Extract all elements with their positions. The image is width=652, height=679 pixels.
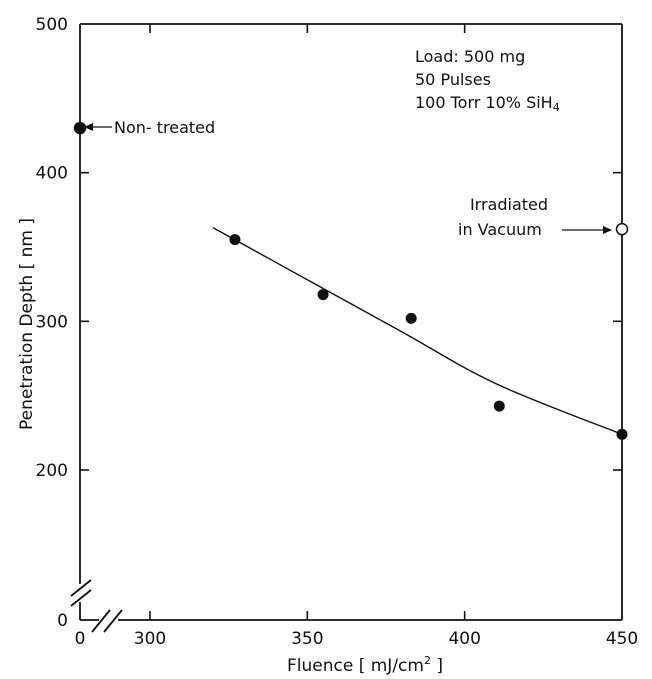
data-point [493, 400, 505, 412]
vacuum-label: Irradiated in Vacuum [458, 195, 612, 239]
y-tick-label: 0 [57, 611, 68, 631]
annotation-pulses: 50 Pulses [415, 70, 491, 89]
y-tick-label: 400 [36, 164, 68, 184]
annotation-load: Load: 500 mg [415, 47, 525, 66]
vacuum-text-line1: Irradiated [470, 195, 548, 214]
data-points [229, 234, 628, 440]
non-treated-arrowhead [84, 123, 93, 131]
x-break-mark-2 [103, 609, 123, 633]
special-points [73, 121, 629, 236]
y-tick-label: 500 [36, 15, 68, 35]
data-point [616, 428, 628, 440]
ticks [80, 24, 622, 620]
x-tick-label: 450 [606, 629, 638, 649]
x-tick-label: 300 [134, 629, 166, 649]
y-axis-label: Penetration Depth [ nm ] [17, 218, 37, 430]
y-break-mark-2 [70, 589, 92, 607]
x-tick-label: 400 [448, 629, 480, 649]
y-tick-label: 200 [36, 461, 68, 481]
data-point [317, 289, 329, 301]
non-treated-label: Non- treated [84, 118, 215, 137]
vacuum-text-line2: in Vacuum [458, 220, 542, 239]
annotation-block: Load: 500 mg 50 Pulses 100 Torr 10% SiH4 [415, 47, 560, 114]
non-treated-text: Non- treated [114, 118, 215, 137]
y-break-mark-1 [70, 579, 92, 597]
fit-curve [212, 227, 623, 435]
x-tick-label: 0 [75, 629, 86, 649]
vacuum-point [615, 222, 629, 236]
x-tick-label: 350 [291, 629, 323, 649]
non-treated-point [73, 121, 87, 135]
plot-frame [70, 23, 623, 633]
x-axis-label: Fluence [ mJ/cm2 ] [287, 654, 443, 676]
annotation-pressure: 100 Torr 10% SiH4 [415, 93, 560, 114]
vacuum-arrowhead [603, 226, 612, 234]
y-tick-label: 300 [36, 312, 68, 332]
fit-curve-group [212, 227, 623, 435]
data-point [405, 312, 417, 324]
tick-labels: 0 200 300 400 500 0 300 350 400 450 [36, 15, 639, 649]
x-break-mark-1 [91, 609, 111, 633]
data-point [229, 234, 241, 246]
